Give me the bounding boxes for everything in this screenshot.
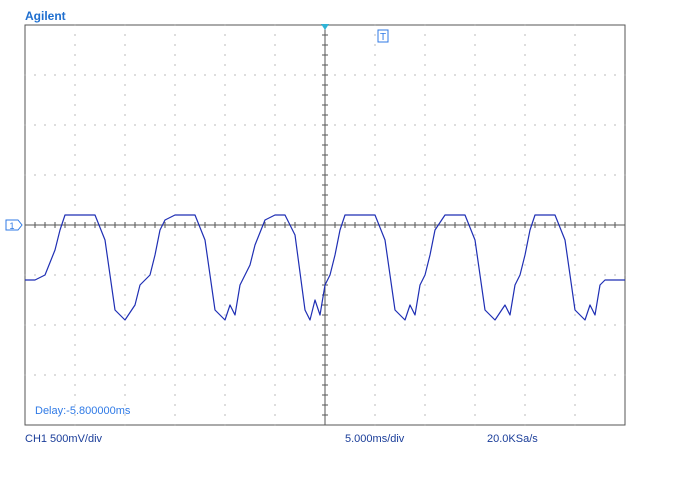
sample-rate-readout: 20.0KSa/s bbox=[487, 433, 538, 445]
markers: T 1 bbox=[5, 24, 389, 231]
trigger-position-marker[interactable]: T bbox=[377, 29, 389, 43]
trigger-arrow-icon bbox=[321, 24, 329, 30]
ch1-scale-readout: CH1 500mV/div bbox=[25, 433, 103, 445]
svg-text:T: T bbox=[380, 32, 386, 43]
ch1-ground-marker[interactable]: 1 bbox=[5, 219, 23, 231]
svg-text:1: 1 bbox=[9, 221, 14, 231]
ch1-trace-line bbox=[25, 214, 625, 321]
ch1-trace bbox=[25, 214, 625, 321]
graticule bbox=[24, 24, 626, 426]
delay-readout: Delay:-5.800000ms bbox=[35, 405, 131, 417]
graticule-center-ticks bbox=[24, 24, 626, 426]
brand-logo: Agilent bbox=[25, 9, 66, 23]
time-scale-readout: 5.000ms/div bbox=[345, 433, 405, 445]
